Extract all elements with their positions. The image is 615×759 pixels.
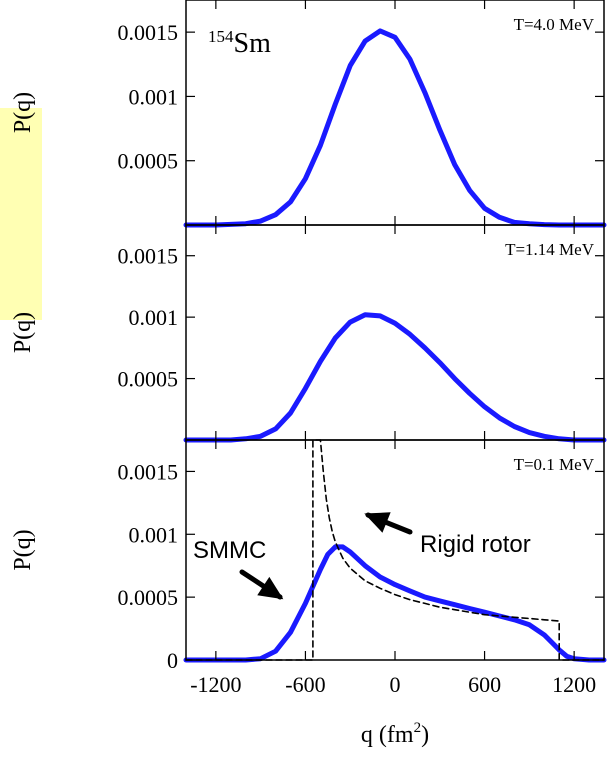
x-tick-label: 0 (390, 672, 401, 697)
annotation-smmc: SMMC (193, 537, 266, 564)
y-tick-label: 0.0015 (118, 459, 179, 484)
y-tick-label: 0.0015 (118, 244, 179, 269)
y-tick-labels-middle: 0.0015 0.001 0.0005 (118, 244, 179, 392)
x-tick-labels: -1200 -600 0 600 1200 (190, 672, 596, 697)
x-tick-label: 1200 (552, 672, 596, 697)
isotope-label: 154Sm (208, 27, 271, 59)
series-line (183, 28, 607, 228)
annotation-arrows (239, 512, 413, 600)
y-tick-label: 0.0005 (118, 367, 179, 392)
y-tick-label: 0.0005 (118, 149, 179, 174)
ylabel-bottom: P(q) (10, 529, 36, 570)
y-tick-label: 0.001 (129, 522, 179, 547)
isotope-mass-number: 154 (208, 27, 234, 46)
series-line (183, 312, 607, 443)
series-smmc (183, 544, 607, 663)
y-tick-label: 0.0005 (118, 585, 179, 610)
panel-top: 0.0015 0.001 0.0005 P(q) T=4.0 MeV 154Sm (10, 0, 607, 228)
isotope-symbol: Sm (234, 28, 272, 59)
x-axis-label: q (fm2) (361, 720, 429, 748)
temperature-label-top: T=4.0 MeV (514, 15, 595, 34)
y-tick-label: 0.001 (129, 84, 179, 109)
temperature-label-middle: T=1.14 MeV (505, 240, 595, 259)
temperature-label-bottom: T=0.1 MeV (514, 455, 595, 474)
series-rigid-rotor (185, 439, 605, 661)
series-lines-top (183, 28, 607, 228)
y-tick-label: 0.0015 (118, 20, 179, 45)
y-tick-label: 0 (167, 648, 178, 673)
x-tick-label: -600 (285, 672, 325, 697)
annotation-rigid-rotor: Rigid rotor (420, 531, 531, 558)
panel-bottom: 0.0015 0.001 0.0005 0 P(q) T=0.1 MeV SMMC R… (10, 439, 607, 673)
panel-middle: 0.0015 0.001 0.0005 P(q) T=1.14 MeV (10, 224, 607, 443)
y-tick-labels-top: 0.0015 0.001 0.0005 (118, 20, 179, 174)
x-tick-label: -1200 (190, 672, 241, 697)
series-lines-middle (183, 312, 607, 443)
ylabel-highlight (0, 108, 42, 320)
y-tick-label: 0.001 (129, 305, 179, 330)
x-axis-label-base: q (fm (361, 722, 414, 748)
arrow-rigid-rotor-head (364, 512, 391, 533)
series-lines-bottom (183, 439, 607, 663)
x-tick-label: 600 (468, 672, 501, 697)
arrow-smmc-head (257, 576, 284, 600)
x-axis-label-superscript: 2 (414, 720, 422, 736)
x-axis-label-close: ) (421, 722, 429, 748)
ylabel-middle: P(q) (10, 312, 36, 353)
ylabel-top: P(q) (10, 92, 36, 133)
y-tick-labels-bottom: 0.0015 0.001 0.0005 0 (118, 459, 179, 673)
